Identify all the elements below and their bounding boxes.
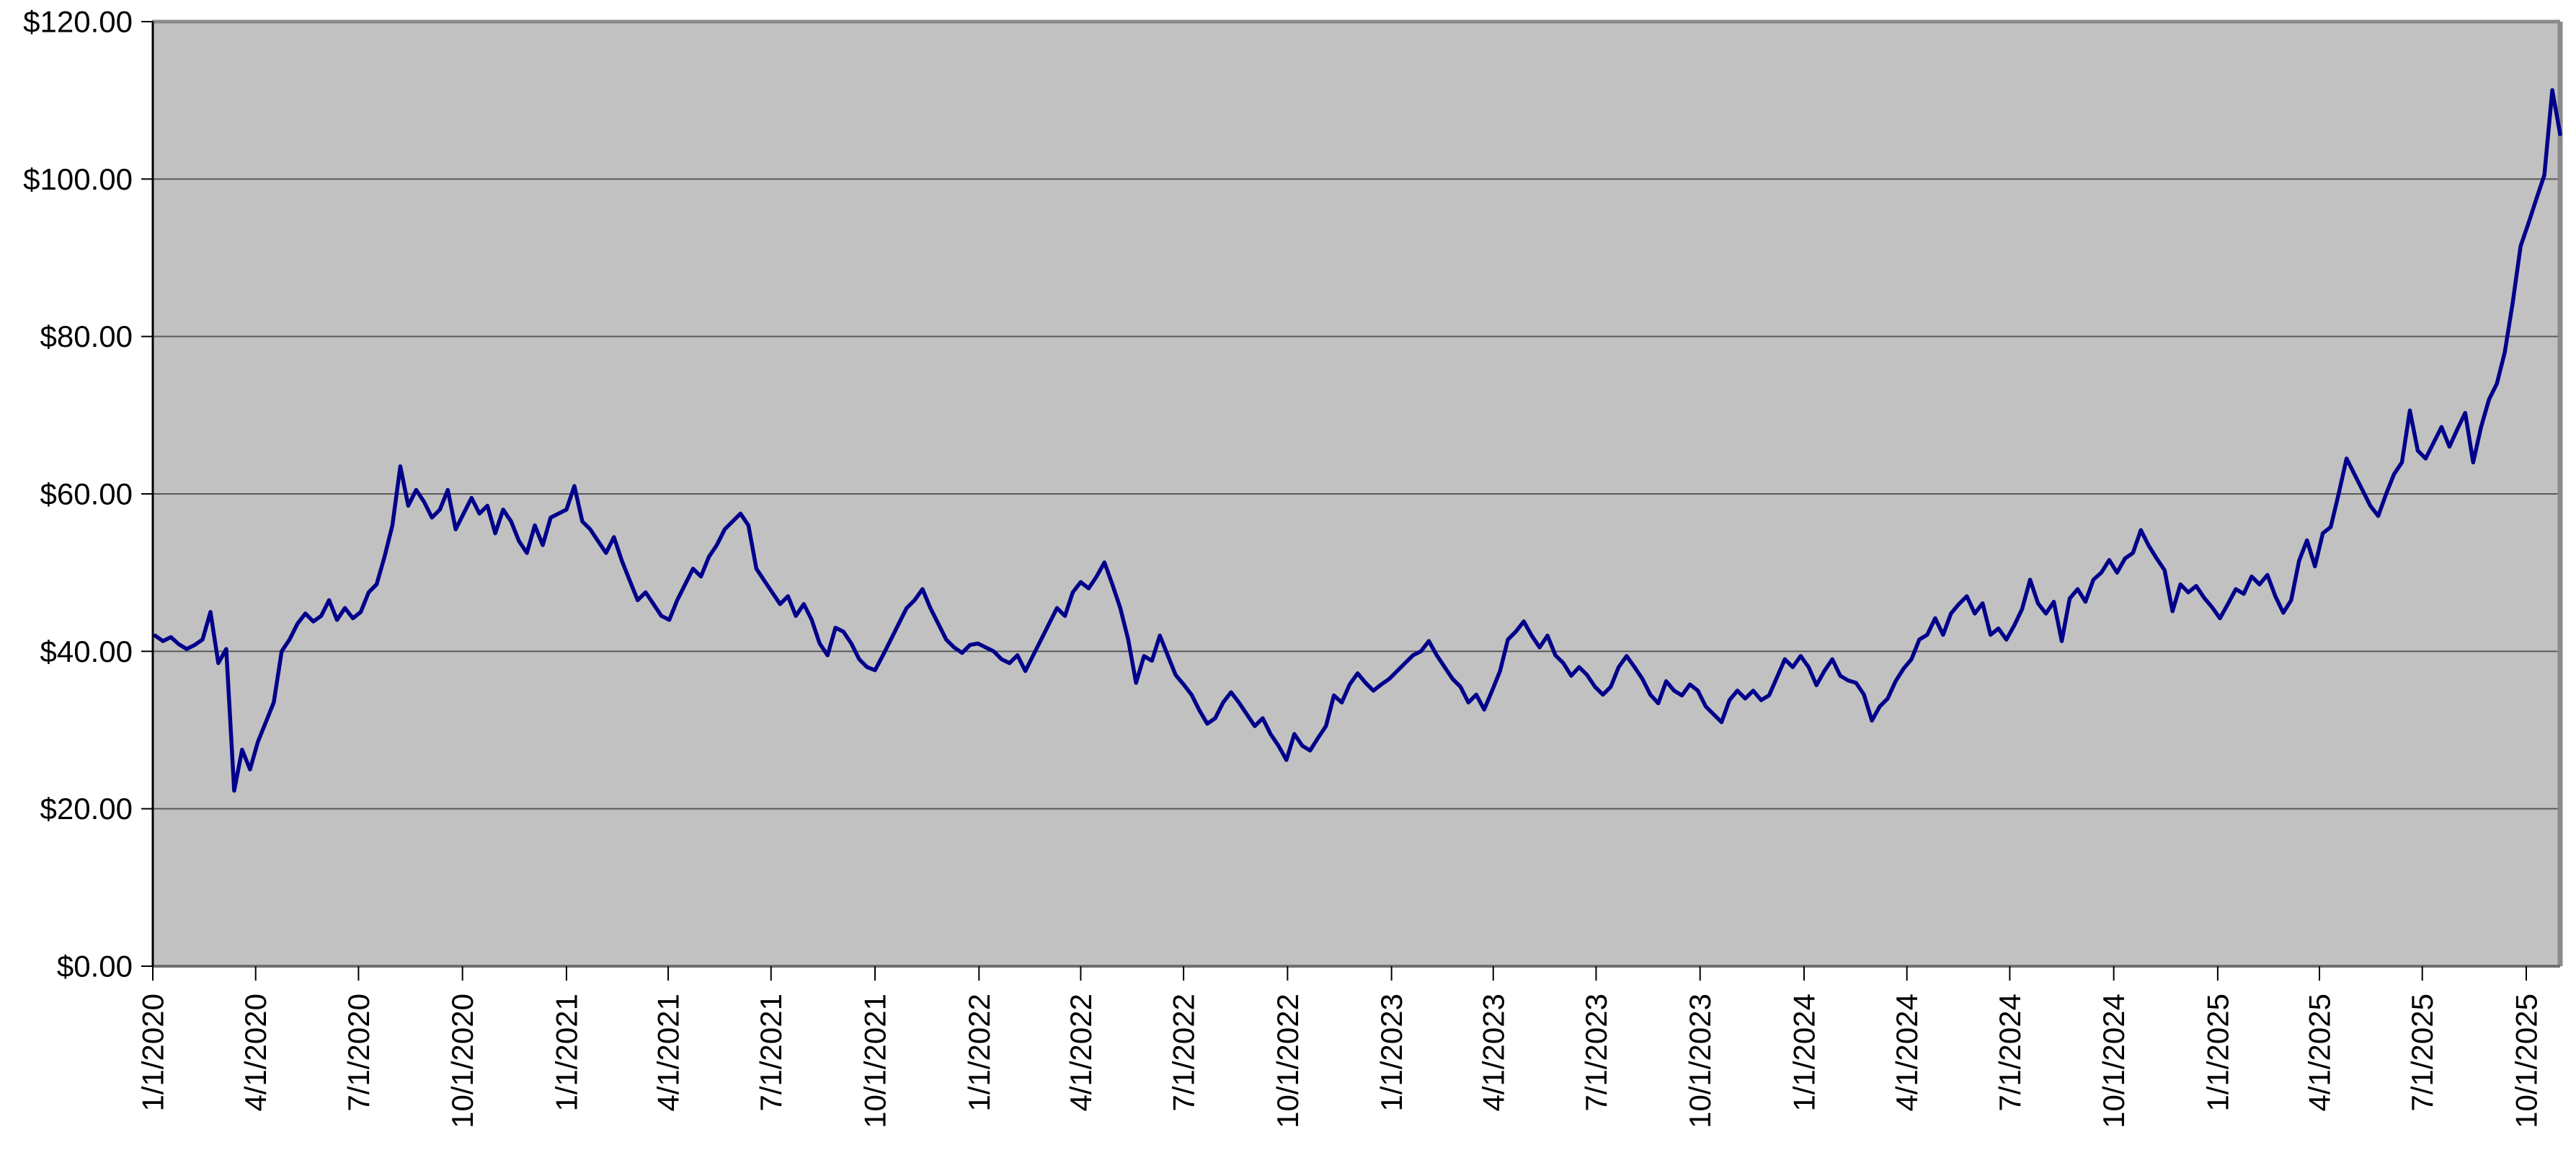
y-axis-tick-label: $80.00 xyxy=(40,319,133,353)
x-axis-tick-label: 7/1/2020 xyxy=(342,994,376,1112)
x-axis-tick-label: 10/1/2021 xyxy=(858,994,892,1128)
x-axis-tick-label: 4/1/2024 xyxy=(1890,994,1924,1112)
x-axis-tick-label: 1/1/2022 xyxy=(962,994,996,1112)
x-axis-tick-label: 1/1/2024 xyxy=(1787,994,1821,1112)
x-axis-tick-label: 4/1/2025 xyxy=(2303,994,2337,1112)
y-axis-tick-label: $40.00 xyxy=(40,635,133,668)
y-axis-tick-label: $60.00 xyxy=(40,477,133,511)
x-axis-tick-label: 4/1/2023 xyxy=(1476,994,1510,1112)
x-axis-tick-label: 7/1/2022 xyxy=(1167,994,1201,1112)
x-axis-tick-label: 4/1/2022 xyxy=(1064,994,1098,1112)
y-axis-tick-label: $120.00 xyxy=(23,5,133,39)
x-axis-tick-label: 4/1/2020 xyxy=(239,994,272,1112)
x-axis-tick-label: 1/1/2025 xyxy=(2200,994,2234,1112)
price-line-series xyxy=(153,88,2562,793)
x-axis-tick-label: 7/1/2021 xyxy=(754,994,788,1112)
x-axis-tick-label: 7/1/2024 xyxy=(1993,994,2027,1112)
x-axis-tick-label: 10/1/2023 xyxy=(1683,994,1717,1128)
x-axis-tick-label: 10/1/2025 xyxy=(2510,994,2544,1128)
x-axis-tick-label: 1/1/2020 xyxy=(136,994,170,1112)
x-axis-tick-label: 10/1/2022 xyxy=(1271,994,1305,1128)
y-axis-tick-label: $100.00 xyxy=(23,162,133,196)
x-axis-tick-label: 1/1/2023 xyxy=(1374,994,1408,1112)
y-axis-tick-label: $0.00 xyxy=(57,950,133,983)
x-axis-tick-label: 10/1/2024 xyxy=(2097,994,2131,1128)
x-axis-tick-label: 1/1/2021 xyxy=(549,994,583,1112)
x-axis-tick-label: 7/1/2023 xyxy=(1579,994,1613,1112)
x-axis-tick-label: 7/1/2025 xyxy=(2405,994,2439,1112)
x-axis-tick-label: 10/1/2020 xyxy=(445,994,479,1128)
x-axis-tick-label: 4/1/2021 xyxy=(652,994,685,1112)
y-axis-tick-label: $20.00 xyxy=(40,792,133,826)
